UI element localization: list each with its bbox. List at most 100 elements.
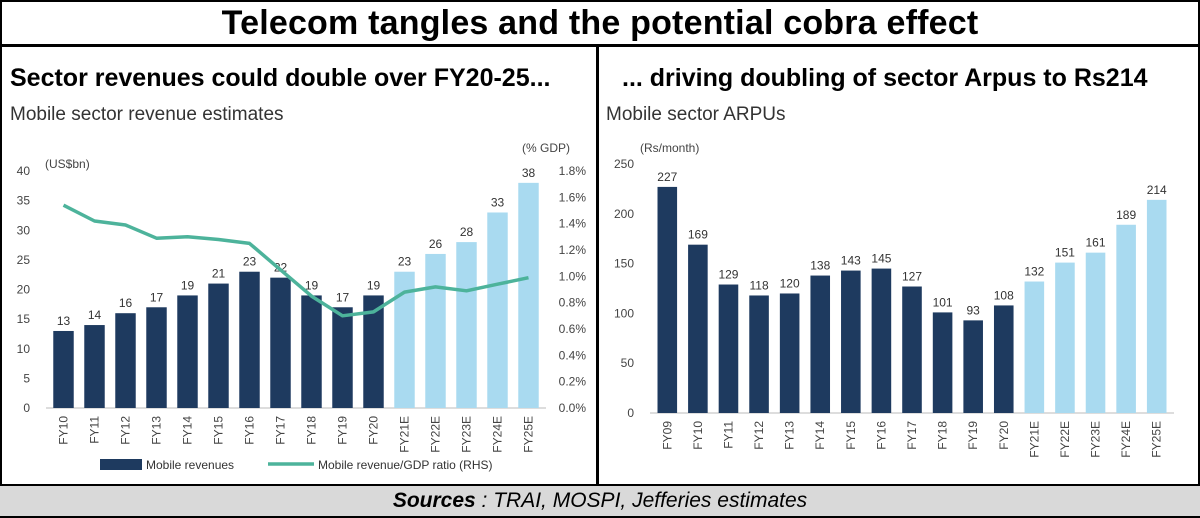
bar-value-label: 145 xyxy=(871,252,891,266)
bar-value-label: 101 xyxy=(933,295,953,309)
bar-value-label: 38 xyxy=(522,166,536,180)
bar-fy13 xyxy=(779,293,800,413)
x-tick-label: FY14 xyxy=(813,421,827,450)
y-tick-label: 10 xyxy=(17,342,31,356)
y-tick-label: 30 xyxy=(17,223,31,237)
y2-tick-label: 0.6% xyxy=(559,322,587,336)
y-tick-label: 25 xyxy=(17,253,31,267)
x-tick-label: FY24E xyxy=(491,416,505,453)
bar-value-label: 227 xyxy=(657,170,677,184)
x-tick-label: FY21E xyxy=(398,416,412,453)
x-tick-label: FY12 xyxy=(119,416,133,445)
bar-fy16 xyxy=(239,271,260,408)
bar-fy17 xyxy=(270,277,291,408)
y2-tick-label: 1.2% xyxy=(559,243,587,257)
y2-tick-label: 1.0% xyxy=(559,269,587,283)
bar-value-label: 19 xyxy=(367,278,381,292)
bar-value-label: 138 xyxy=(810,259,830,273)
y2-tick-label: 1.8% xyxy=(559,164,587,178)
bar-value-label: 214 xyxy=(1147,183,1167,197)
x-tick-label: FY17 xyxy=(274,416,288,445)
legend-swatch-revenues xyxy=(100,459,142,470)
x-tick-label: FY15 xyxy=(844,421,858,450)
bar-value-label: 151 xyxy=(1055,246,1075,260)
bar-fy24e xyxy=(1116,224,1136,413)
y-axis-label: (Rs/month) xyxy=(640,141,699,155)
x-tick-label: FY22E xyxy=(1058,421,1072,458)
bar-value-label: 26 xyxy=(429,237,443,251)
x-tick-label: FY25E xyxy=(1150,421,1164,458)
bar-fy16 xyxy=(871,268,892,413)
legend-label-gdp-ratio: Mobile revenue/GDP ratio (RHS) xyxy=(318,458,493,472)
x-tick-label: FY09 xyxy=(660,421,674,450)
x-tick-label: FY11 xyxy=(88,416,102,444)
bar-value-label: 120 xyxy=(780,276,800,290)
bar-fy25e xyxy=(1146,199,1167,413)
x-tick-label: FY21E xyxy=(1027,421,1041,458)
y-tick-label: 5 xyxy=(23,371,30,385)
left-panel-heading: Sector revenues could double over FY20-2… xyxy=(10,64,551,92)
footer-divider xyxy=(0,484,1200,487)
bar-fy21e xyxy=(1024,281,1045,413)
x-tick-label: FY22E xyxy=(429,416,443,453)
bar-value-label: 23 xyxy=(398,255,412,269)
y-tick-label: 250 xyxy=(614,157,634,171)
bar-value-label: 28 xyxy=(460,225,474,239)
x-tick-label: FY18 xyxy=(305,416,319,445)
revenue-chart: 0 5 10 15 20 25 30 35 40 (US$bn) 13 FY10 14 FY11 16 FY1… xyxy=(17,141,587,472)
bar-fy24e xyxy=(487,212,508,408)
x-tick-label: FY16 xyxy=(243,416,257,445)
bar-fy10 xyxy=(688,244,708,413)
bar-value-label: 14 xyxy=(88,308,102,322)
x-tick-label: FY18 xyxy=(936,421,950,450)
y2-tick-label: 1.4% xyxy=(559,217,587,231)
x-tick-label: FY25E xyxy=(522,416,536,453)
bar-fy23e xyxy=(456,242,477,408)
bar-value-label: 23 xyxy=(243,255,257,269)
x-tick-label: FY19 xyxy=(336,416,350,445)
bar-value-label: 118 xyxy=(749,278,768,292)
bar-value-label: 33 xyxy=(491,195,505,209)
bar-value-label: 169 xyxy=(688,228,708,242)
bar-value-label: 108 xyxy=(994,288,1014,302)
bar-fy18 xyxy=(301,295,322,408)
y2-tick-label: 0.8% xyxy=(559,296,587,310)
sources-label: Sources xyxy=(392,489,476,512)
bar-fy13 xyxy=(146,307,167,408)
y-tick-label: 15 xyxy=(17,312,31,326)
left-panel-subtitle: Mobile sector revenue estimates xyxy=(10,104,284,125)
bar-fy19 xyxy=(332,307,353,408)
bar-fy20 xyxy=(363,295,384,408)
bar-value-label: 161 xyxy=(1086,236,1106,250)
bar-value-label: 17 xyxy=(150,290,164,304)
x-tick-label: FY23E xyxy=(1089,421,1103,458)
bar-fy21e xyxy=(394,271,415,408)
bar-fy19 xyxy=(963,320,983,413)
bar-fy20 xyxy=(993,305,1014,413)
bar-value-label: 19 xyxy=(305,278,319,292)
sources-text: : TRAI, MOSPI, Jefferies estimates xyxy=(475,489,808,512)
y2-axis-label: (% GDP) xyxy=(522,141,570,155)
y-tick-label: 100 xyxy=(614,306,634,320)
sources-footer: Sources : TRAI, MOSPI, Jefferies estimat… xyxy=(0,486,1200,516)
x-tick-label: FY16 xyxy=(874,421,888,450)
x-tick-label: FY17 xyxy=(905,421,919,450)
bar-fy09 xyxy=(657,186,678,413)
x-tick-label: FY10 xyxy=(57,416,71,445)
bar-fy11 xyxy=(718,284,739,413)
x-tick-label: FY20 xyxy=(997,421,1011,450)
bar-value-label: 19 xyxy=(181,278,195,292)
x-tick-label: FY23E xyxy=(460,416,474,453)
x-tick-label: FY14 xyxy=(181,416,195,445)
bar-fy14 xyxy=(177,295,198,408)
y-tick-label: 200 xyxy=(614,207,634,221)
x-tick-label: FY20 xyxy=(367,416,381,445)
bar-fy17 xyxy=(902,286,922,413)
y2-tick-label: 0.2% xyxy=(559,375,587,389)
main-title: Telecom tangles and the potential cobra … xyxy=(221,4,979,42)
y-axis-label: (US$bn) xyxy=(45,157,90,171)
bar-value-label: 93 xyxy=(966,303,980,317)
legend-label-revenues: Mobile revenues xyxy=(146,458,234,472)
bar-value-label: 129 xyxy=(718,268,738,282)
bar-fy23e xyxy=(1085,252,1106,413)
